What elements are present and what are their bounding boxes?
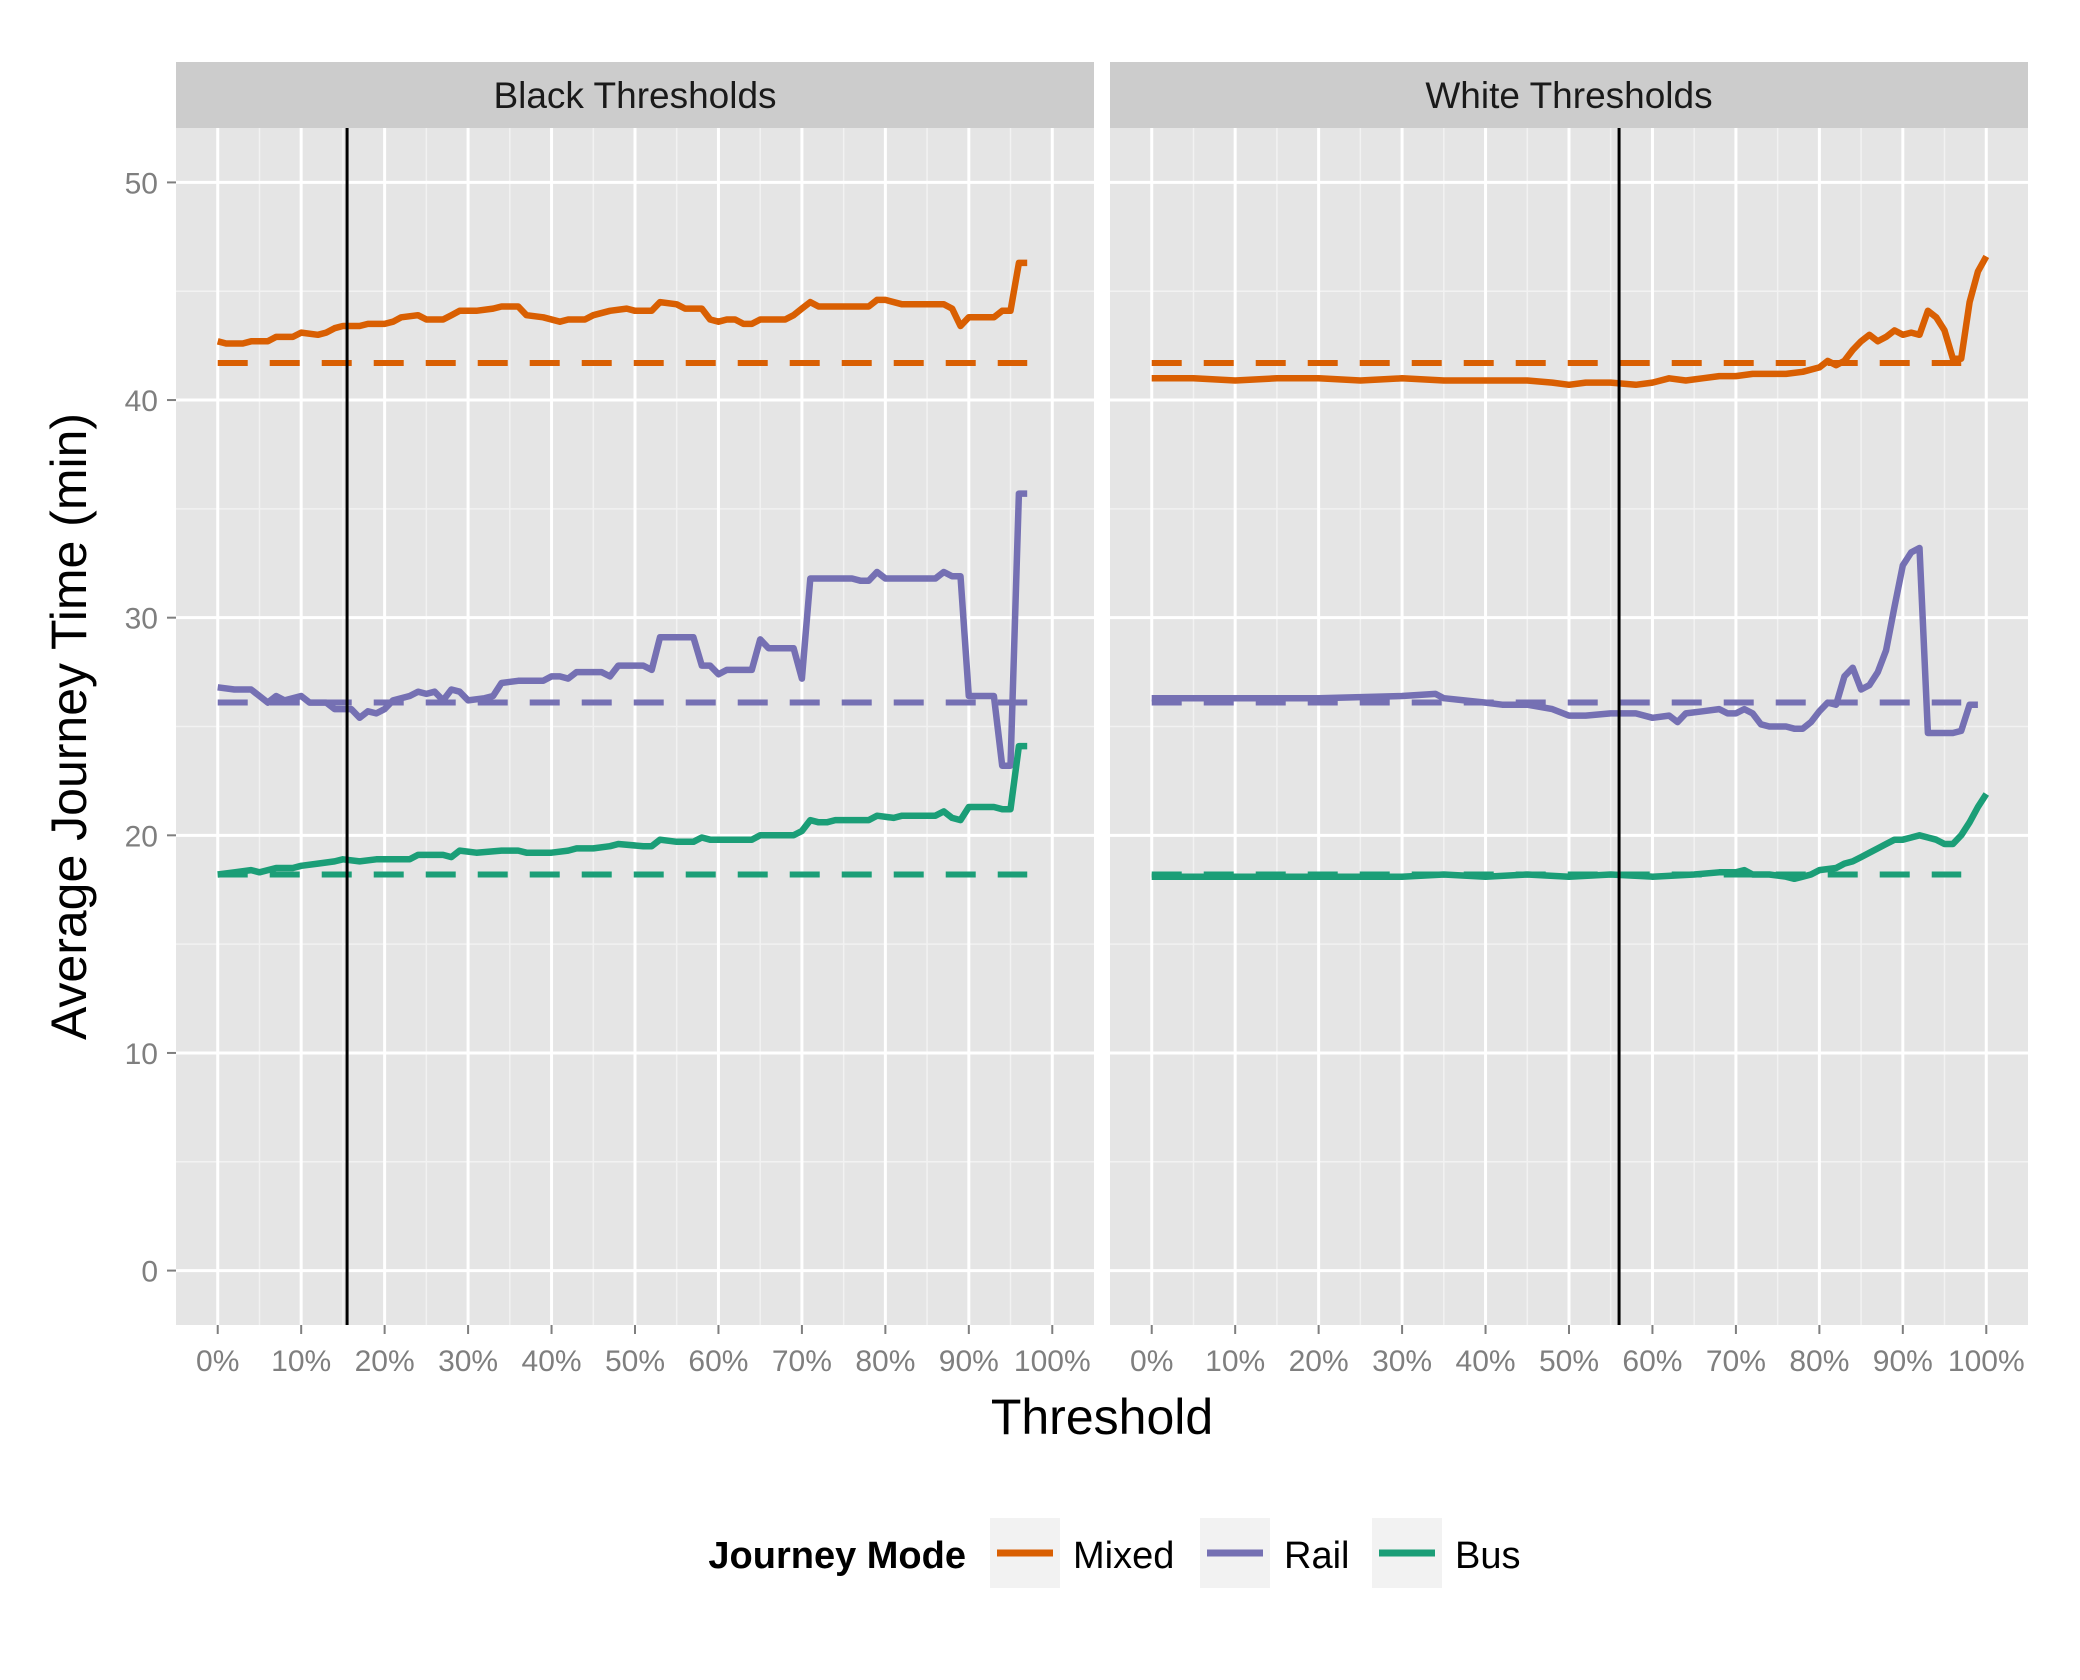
- x-tick-label: 30%: [1372, 1345, 1432, 1378]
- x-tick-label: 0%: [196, 1345, 239, 1378]
- y-tick-label: 40: [125, 385, 158, 418]
- x-tick-label: 90%: [939, 1345, 999, 1378]
- x-tick-label: 80%: [1789, 1345, 1849, 1378]
- y-tick-label: 10: [125, 1038, 158, 1071]
- y-tick-label: 20: [125, 820, 158, 853]
- x-tick-label: 50%: [605, 1345, 665, 1378]
- legend-label: Mixed: [1073, 1535, 1174, 1577]
- series-line-bus: [217, 742, 1028, 878]
- legend-item-mixed: Mixed: [990, 1518, 1174, 1588]
- x-tick-label: 10%: [1205, 1345, 1265, 1378]
- x-tick-label: 20%: [355, 1345, 415, 1378]
- legend-title: Journey Mode: [708, 1535, 966, 1577]
- x-tick-label: 70%: [772, 1345, 832, 1378]
- y-axis: 0 10 20 30 40 50: [125, 167, 176, 1289]
- panel-title: White Thresholds: [1425, 75, 1712, 116]
- major-grid: [1110, 128, 2028, 1325]
- x-tick-label: 60%: [688, 1345, 748, 1378]
- legend-item-bus: Bus: [1372, 1518, 1520, 1588]
- x-tick-label: 40%: [1456, 1345, 1516, 1378]
- panel-title: Black Thresholds: [493, 75, 776, 116]
- panel-white-thresholds: White Thresholds 0% 10% 20% 30% 40% 50% 60% 70%…: [1110, 62, 2028, 1378]
- x-tick-label: 70%: [1706, 1345, 1766, 1378]
- series-lines: [1151, 254, 1990, 883]
- x-tick-label: 0%: [1130, 1345, 1173, 1378]
- series-lines: [216, 259, 1028, 878]
- x-tick-label: 10%: [271, 1345, 331, 1378]
- series-line-mixed: [216, 259, 1028, 347]
- series-line-bus: [1151, 792, 1990, 883]
- x-tick-label: 60%: [1622, 1345, 1682, 1378]
- legend-entries: Mixed Rail Bus: [990, 1518, 1520, 1588]
- legend: Journey Mode Mixed Rail Bus: [708, 1518, 1520, 1588]
- x-axis-title: Threshold: [991, 1389, 1213, 1445]
- panel-black-thresholds: Black Thresholds 0% 10% 20% 30% 40% 50% 60% 70%…: [176, 62, 1094, 1378]
- series-line-rail: [1151, 544, 1978, 737]
- x-tick-label: 40%: [522, 1345, 582, 1378]
- legend-label: Bus: [1455, 1535, 1520, 1577]
- x-axis-ticks: 0% 10% 20% 30% 40% 50% 60% 70% 80% 90% 100%: [1130, 1325, 2025, 1378]
- x-tick-label: 80%: [855, 1345, 915, 1378]
- x-tick-label: 100%: [1948, 1345, 2025, 1378]
- legend-item-rail: Rail: [1200, 1518, 1349, 1588]
- major-grid: [176, 128, 1094, 1325]
- y-tick-label: 30: [125, 603, 158, 636]
- series-line-mixed: [1151, 254, 1990, 389]
- x-tick-label: 50%: [1539, 1345, 1599, 1378]
- y-tick-label: 50: [125, 167, 158, 200]
- x-tick-label: 90%: [1873, 1345, 1933, 1378]
- strip-background: [1110, 62, 2028, 128]
- y-axis-title: Average Journey Time (min): [41, 413, 97, 1040]
- minor-grid: [1110, 128, 2028, 1325]
- x-tick-label: 20%: [1289, 1345, 1349, 1378]
- strip-background: [176, 62, 1094, 128]
- x-axis-ticks: 0% 10% 20% 30% 40% 50% 60% 70% 80% 90% 100%: [196, 1325, 1091, 1378]
- x-tick-label: 100%: [1014, 1345, 1091, 1378]
- legend-label: Rail: [1284, 1535, 1349, 1577]
- x-tick-label: 30%: [438, 1345, 498, 1378]
- series-line-rail: [217, 490, 1028, 769]
- y-tick-label: 0: [141, 1256, 158, 1289]
